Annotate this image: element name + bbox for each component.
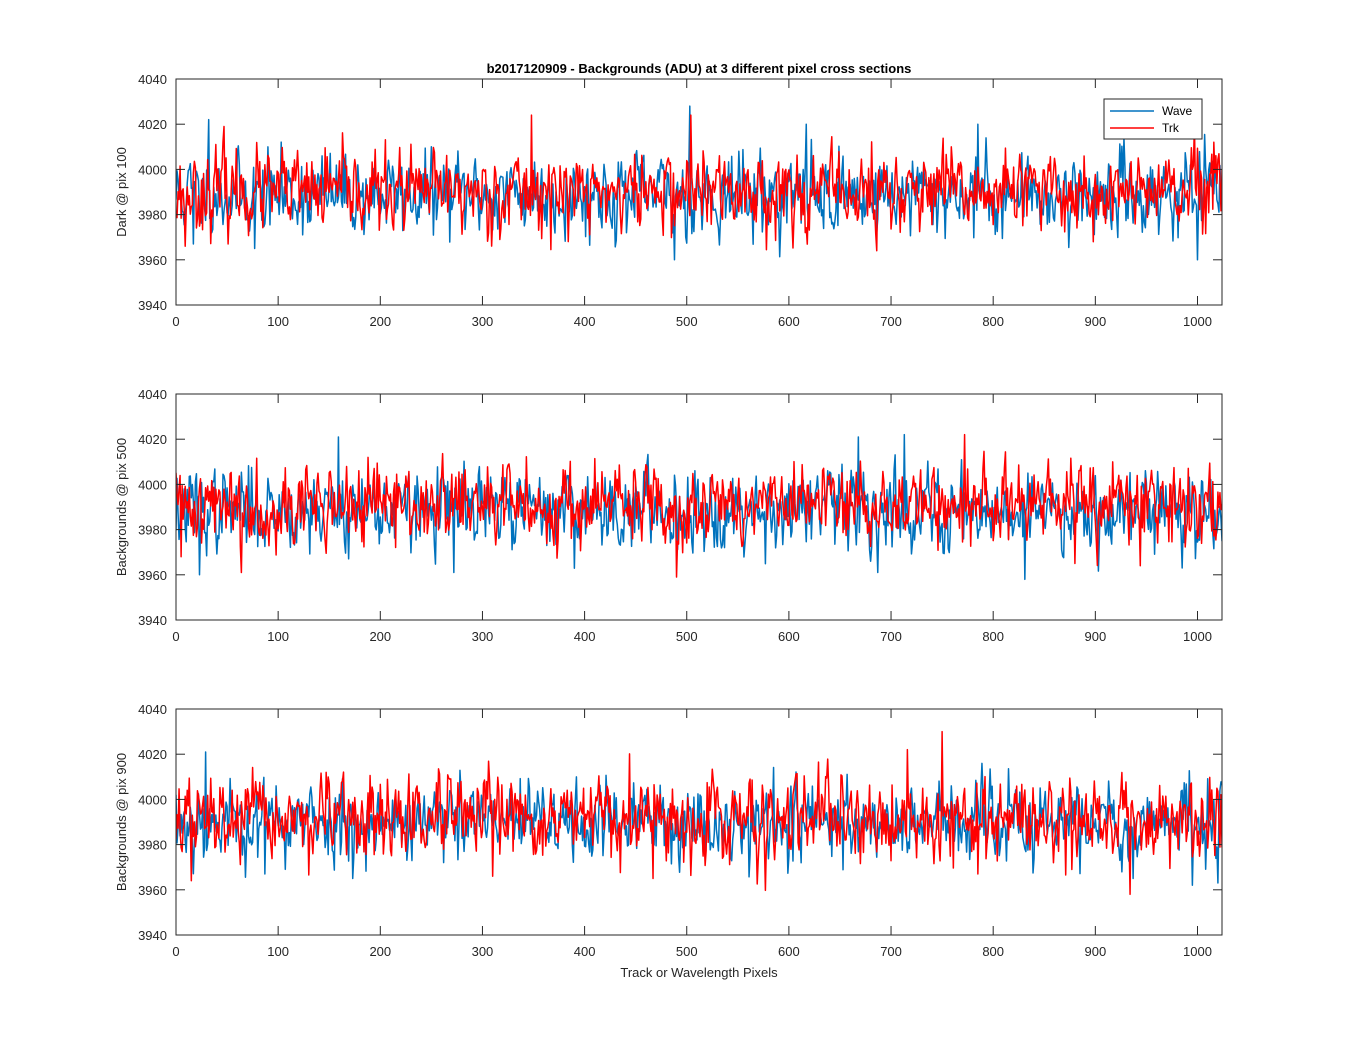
x-tick-label: 800 [982, 629, 1004, 644]
legend: Wave Trk [1103, 98, 1203, 140]
y-tick-label: 3940 [138, 613, 167, 628]
x-tick-label: 400 [574, 314, 596, 329]
series-line-trk [176, 730, 1222, 896]
x-tick-label: 600 [778, 629, 800, 644]
axes-box [175, 393, 1223, 621]
x-tick-label: 800 [982, 314, 1004, 329]
x-tick-label: 1000 [1183, 944, 1212, 959]
y-tick-label: 4020 [138, 432, 167, 447]
y-tick-label: 3960 [138, 883, 167, 898]
y-tick-label: 4000 [138, 162, 167, 177]
x-tick-label: 0 [172, 314, 179, 329]
x-tick-label: 700 [880, 944, 902, 959]
x-tick-label: 500 [676, 314, 698, 329]
y-tick-label: 3940 [138, 928, 167, 943]
y-tick-label: 4020 [138, 747, 167, 762]
x-tick-label: 100 [267, 629, 289, 644]
x-axis-label: Track or Wavelength Pixels [620, 965, 778, 980]
x-tick-label: 300 [472, 314, 494, 329]
x-tick-label: 300 [472, 944, 494, 959]
y-tick-label: 4040 [138, 72, 167, 87]
y-axis-label: Backgrounds @ pix 900 [114, 753, 129, 891]
x-tick-label: 900 [1084, 944, 1106, 959]
subplot-3: 0 100 200 300 400 500 600 700 800 900 1000 3940 3960… [114, 702, 1223, 959]
series-line-trk [176, 114, 1222, 252]
y-tick-label: 3980 [138, 523, 167, 538]
y-tick-label: 4000 [138, 477, 167, 492]
legend-label-wave: Wave [1162, 104, 1193, 118]
subplot-1: 0 100 200 300 400 500 600 700 800 900 1000 3940 3960… [114, 72, 1223, 329]
y-tick-label: 3940 [138, 298, 167, 313]
x-tick-label: 700 [880, 314, 902, 329]
y-tick-label: 4040 [138, 702, 167, 717]
y-tick-label: 4040 [138, 387, 167, 402]
subplots: 0 100 200 300 400 500 600 700 800 900 100039403960… [114, 72, 1223, 959]
x-tick-label: 200 [369, 314, 391, 329]
subplot-2: 0 100 200 300 400 500 600 700 800 900 1000 3940 3960… [114, 387, 1223, 644]
y-tick-label: 3980 [138, 838, 167, 853]
x-tick-label: 400 [574, 629, 596, 644]
y-axis-label: Backgrounds @ pix 500 [114, 438, 129, 576]
series-line-trk [176, 433, 1222, 578]
x-tick-label: 900 [1084, 314, 1106, 329]
x-tick-label: 500 [676, 629, 698, 644]
x-tick-label: 0 [172, 944, 179, 959]
x-tick-label: 100 [267, 314, 289, 329]
x-tick-label: 600 [778, 314, 800, 329]
axes-box [175, 708, 1223, 936]
x-tick-label: 300 [472, 629, 494, 644]
y-tick-label: 3960 [138, 253, 167, 268]
x-tick-label: 500 [676, 944, 698, 959]
x-tick-label: 100 [267, 944, 289, 959]
chart-title: b2017120909 - Backgrounds (ADU) at 3 dif… [487, 61, 912, 76]
x-tick-label: 400 [574, 944, 596, 959]
y-tick-label: 4020 [138, 117, 167, 132]
x-tick-label: 200 [369, 629, 391, 644]
x-tick-label: 1000 [1183, 629, 1212, 644]
x-tick-label: 600 [778, 944, 800, 959]
x-tick-label: 0 [172, 629, 179, 644]
y-axis-label: Dark @ pix 100 [114, 147, 129, 237]
x-tick-label: 1000 [1183, 314, 1212, 329]
axes-box [175, 78, 1223, 306]
y-tick-label: 4000 [138, 792, 167, 807]
x-tick-label: 700 [880, 629, 902, 644]
x-tick-label: 200 [369, 944, 391, 959]
y-tick-label: 3960 [138, 568, 167, 583]
legend-box [1103, 98, 1203, 140]
x-tick-label: 800 [982, 944, 1004, 959]
y-tick-label: 3980 [138, 208, 167, 223]
x-tick-label: 900 [1084, 629, 1106, 644]
legend-label-trk: Trk [1162, 121, 1180, 135]
